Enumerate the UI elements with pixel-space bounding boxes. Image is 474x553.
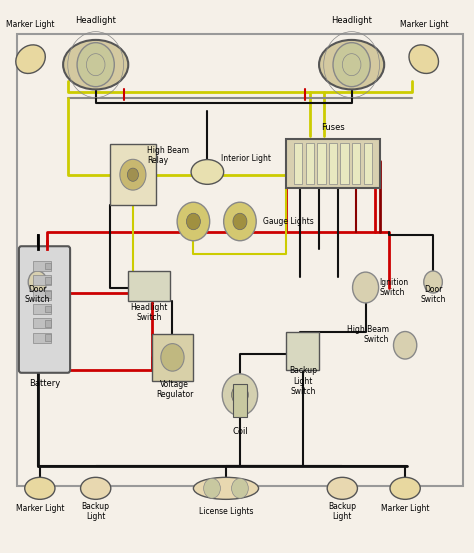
Text: Marker Light: Marker Light bbox=[400, 20, 448, 29]
Bar bbox=[329, 143, 337, 184]
Text: Marker Light: Marker Light bbox=[381, 504, 429, 513]
Text: Ignition
Switch: Ignition Switch bbox=[380, 278, 409, 297]
Text: Fuses: Fuses bbox=[321, 123, 345, 132]
Bar bbox=[33, 319, 52, 328]
Circle shape bbox=[120, 159, 146, 190]
Circle shape bbox=[232, 385, 248, 405]
Bar bbox=[364, 143, 372, 184]
Circle shape bbox=[204, 478, 220, 498]
Text: Marker Light: Marker Light bbox=[6, 20, 55, 29]
Bar bbox=[340, 143, 349, 184]
Ellipse shape bbox=[390, 477, 420, 499]
Text: Coil: Coil bbox=[232, 427, 248, 436]
Text: Backup
Light: Backup Light bbox=[82, 502, 109, 521]
Text: High Beam
Switch: High Beam Switch bbox=[347, 325, 389, 344]
Bar bbox=[46, 277, 51, 284]
Bar bbox=[46, 320, 51, 327]
Ellipse shape bbox=[16, 45, 46, 74]
Bar bbox=[317, 143, 326, 184]
Bar bbox=[33, 332, 52, 342]
Bar bbox=[46, 306, 51, 312]
Bar bbox=[233, 384, 247, 417]
Text: Battery: Battery bbox=[29, 379, 60, 388]
Bar bbox=[306, 143, 314, 184]
Circle shape bbox=[353, 272, 379, 303]
Text: License Lights: License Lights bbox=[199, 507, 253, 516]
Circle shape bbox=[161, 343, 184, 371]
Bar bbox=[286, 331, 319, 370]
Text: Headlight: Headlight bbox=[75, 16, 116, 25]
Bar bbox=[33, 261, 52, 271]
Bar bbox=[109, 144, 156, 205]
Circle shape bbox=[177, 202, 210, 241]
Bar bbox=[152, 334, 193, 381]
Ellipse shape bbox=[63, 40, 128, 90]
Circle shape bbox=[333, 43, 370, 87]
Circle shape bbox=[393, 331, 417, 359]
Ellipse shape bbox=[327, 477, 357, 499]
Ellipse shape bbox=[25, 477, 55, 499]
Text: Door
Switch: Door Switch bbox=[420, 285, 446, 304]
Text: High Beam
Relay: High Beam Relay bbox=[147, 146, 189, 165]
Ellipse shape bbox=[409, 45, 438, 74]
Text: Gauge Lights: Gauge Lights bbox=[263, 217, 314, 226]
Text: Marker Light: Marker Light bbox=[16, 504, 64, 513]
Circle shape bbox=[224, 202, 256, 241]
Ellipse shape bbox=[319, 40, 384, 90]
Text: Door
Switch: Door Switch bbox=[25, 285, 50, 304]
Bar bbox=[33, 290, 52, 300]
Text: Backup
Light
Switch: Backup Light Switch bbox=[289, 366, 317, 396]
Circle shape bbox=[128, 168, 138, 181]
Circle shape bbox=[232, 478, 248, 498]
Bar bbox=[17, 34, 463, 486]
Ellipse shape bbox=[193, 477, 258, 499]
Ellipse shape bbox=[191, 160, 224, 184]
Bar bbox=[128, 271, 170, 301]
Circle shape bbox=[233, 213, 247, 229]
Ellipse shape bbox=[81, 477, 111, 499]
Bar bbox=[46, 334, 51, 341]
Text: Headlight
Switch: Headlight Switch bbox=[130, 302, 168, 322]
Bar bbox=[33, 275, 52, 285]
Text: Voltage
Regulator: Voltage Regulator bbox=[156, 379, 193, 399]
Bar bbox=[46, 263, 51, 269]
Text: Interior Light: Interior Light bbox=[221, 154, 271, 163]
Text: Backup
Light: Backup Light bbox=[328, 502, 356, 521]
Circle shape bbox=[28, 271, 47, 293]
Circle shape bbox=[186, 213, 201, 229]
Bar bbox=[46, 291, 51, 298]
Bar bbox=[33, 304, 52, 314]
Bar bbox=[352, 143, 360, 184]
Circle shape bbox=[222, 374, 258, 416]
Text: Headlight: Headlight bbox=[331, 16, 372, 25]
Circle shape bbox=[77, 43, 114, 87]
Bar bbox=[294, 143, 302, 184]
Circle shape bbox=[424, 271, 442, 293]
FancyBboxPatch shape bbox=[19, 246, 70, 373]
Bar bbox=[286, 139, 380, 189]
